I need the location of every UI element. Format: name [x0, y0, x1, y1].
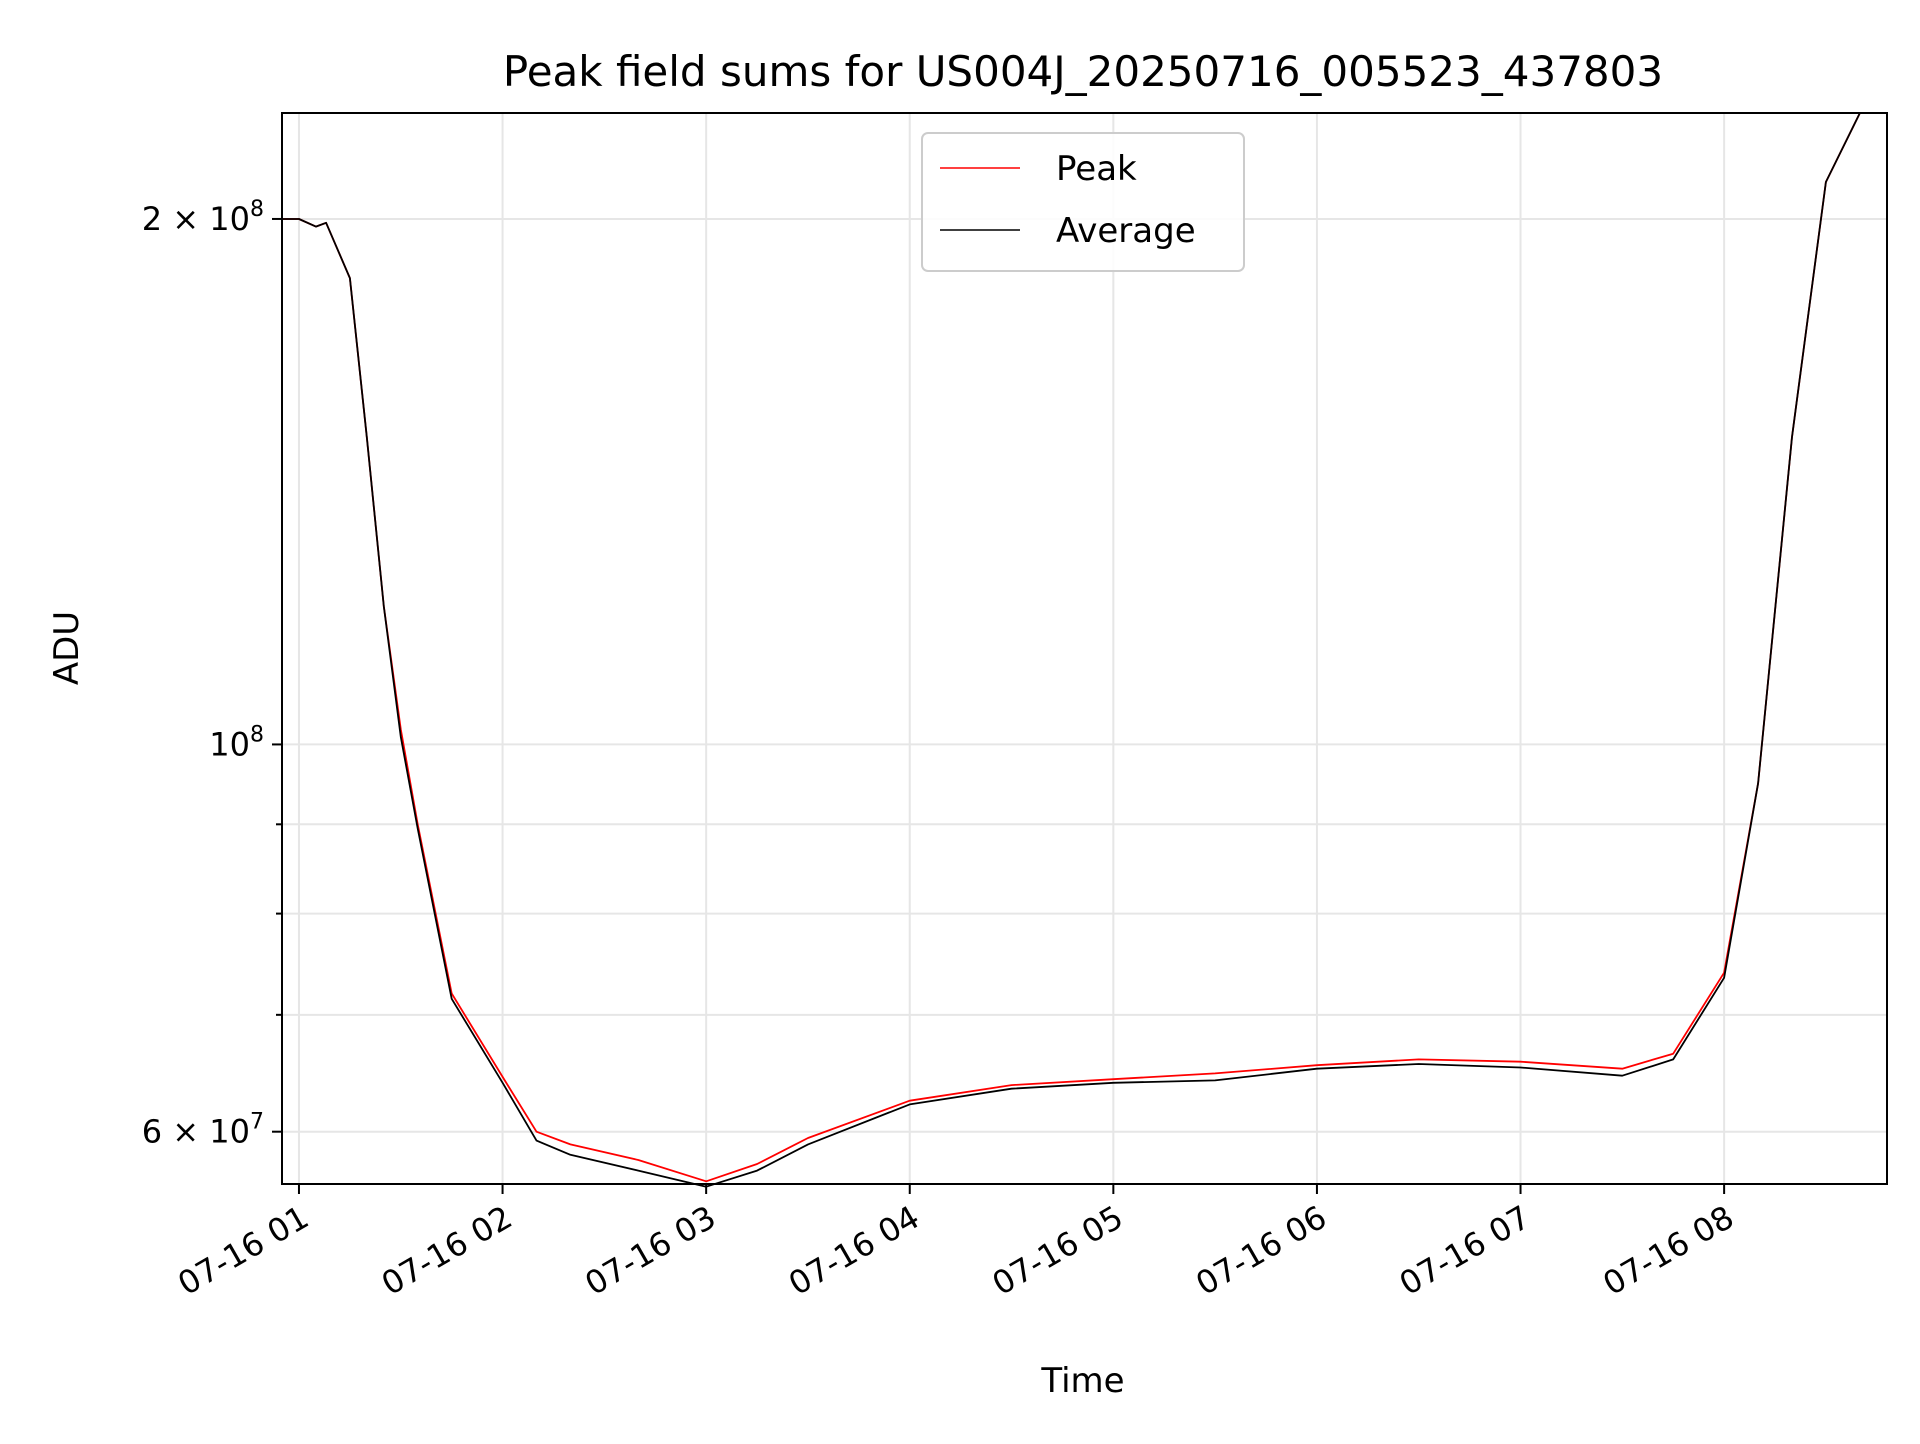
- y-tick-label-exponent: 8: [250, 722, 264, 747]
- y-tick-label: 2 × 108: [142, 197, 264, 238]
- y-tick-label-exponent: 8: [250, 197, 264, 222]
- x-axis-label: Time: [1040, 1361, 1124, 1401]
- plot-frame: [281, 112, 1888, 1185]
- y-tick-label: 6 × 107: [142, 1110, 264, 1151]
- y-axis-label: ADU: [47, 611, 87, 685]
- y-tick-label-base: 6 × 10: [142, 1113, 250, 1151]
- legend-label-average: Average: [1056, 211, 1196, 251]
- legend-label-peak: Peak: [1056, 149, 1137, 189]
- y-tick-label-base: 10: [209, 725, 250, 763]
- series-layer: [282, 112, 1877, 1188]
- y-tick-label: 108: [209, 722, 264, 763]
- legend: Peak Average: [921, 132, 1245, 272]
- series-line-average: [282, 112, 1877, 1188]
- y-tick-label-exponent: 7: [250, 1110, 264, 1135]
- chart-title: Peak field sums for US004J_20250716_0055…: [503, 47, 1663, 96]
- y-tick-label-base: 2 × 10: [142, 200, 250, 238]
